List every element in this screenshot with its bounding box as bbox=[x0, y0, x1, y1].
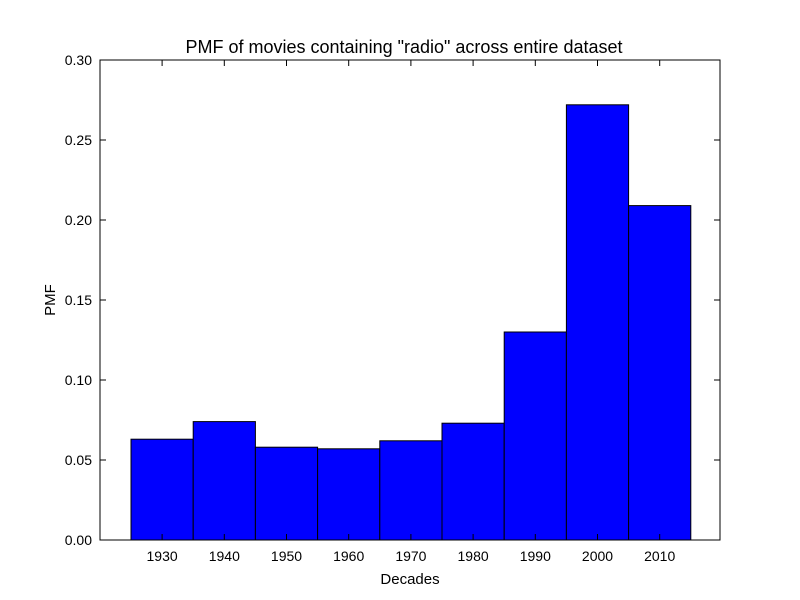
y-tick-label: 0.30 bbox=[65, 52, 92, 68]
x-tick-label: 1970 bbox=[395, 548, 426, 564]
x-tick-label: 1950 bbox=[271, 548, 302, 564]
y-tick-label: 0.00 bbox=[65, 532, 92, 548]
x-axis-label: Decades bbox=[380, 571, 439, 588]
x-tick-label: 1960 bbox=[333, 548, 364, 564]
bar-1940 bbox=[192, 421, 256, 541]
bar-1960 bbox=[317, 448, 381, 541]
x-tick-label: 2000 bbox=[582, 548, 613, 564]
bar-1970 bbox=[379, 440, 443, 541]
bar-2010 bbox=[628, 205, 692, 541]
y-tick-label: 0.15 bbox=[65, 292, 92, 308]
bar-1930 bbox=[130, 438, 194, 541]
y-tick-label: 0.20 bbox=[65, 212, 92, 228]
x-tick-label: 2010 bbox=[644, 548, 675, 564]
x-tick-label: 1990 bbox=[520, 548, 551, 564]
bar-1950 bbox=[254, 446, 319, 541]
bar-1980 bbox=[441, 422, 505, 541]
x-tick-label: 1940 bbox=[209, 548, 240, 564]
bar-1990 bbox=[503, 331, 567, 541]
bar-2000 bbox=[565, 104, 630, 541]
y-axis: 0.00 0.05 0.10 0.15 0.20 0.25 0.30 bbox=[65, 52, 720, 548]
x-tick-label: 1930 bbox=[147, 548, 178, 564]
y-tick-label: 0.25 bbox=[65, 132, 92, 148]
chart-title: PMF of movies containing "radio" across … bbox=[186, 37, 623, 57]
y-tick-label: 0.05 bbox=[65, 452, 92, 468]
y-axis-label: PMF bbox=[42, 284, 59, 316]
x-axis: 1930 1940 1950 1960 1970 1980 1990 2000 2010 bbox=[147, 60, 675, 564]
bars-group bbox=[130, 104, 692, 541]
y-tick-label: 0.10 bbox=[65, 372, 92, 388]
x-tick-label: 1980 bbox=[458, 548, 489, 564]
